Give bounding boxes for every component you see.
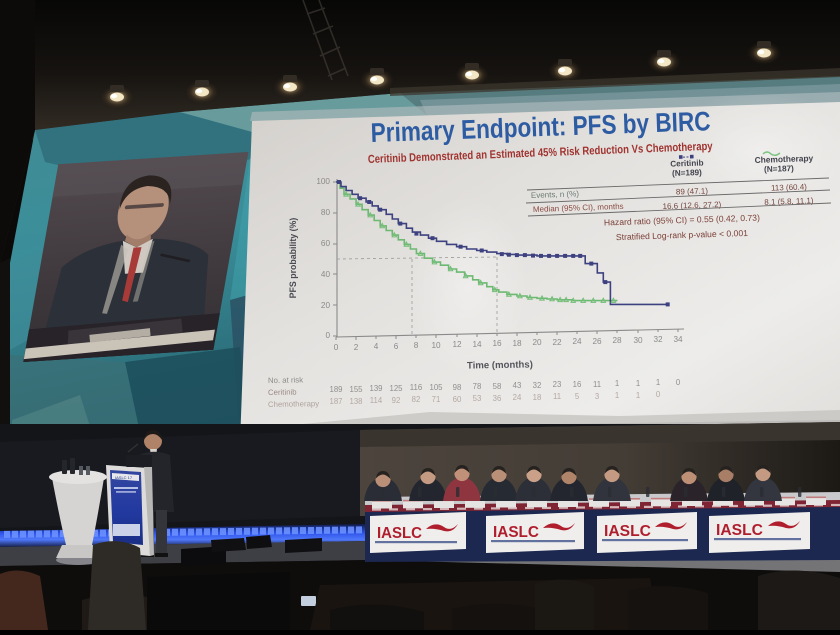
svg-text:100: 100 <box>316 177 330 186</box>
svg-text:IASLC 17: IASLC 17 <box>115 475 133 480</box>
svg-text:58: 58 <box>493 382 502 391</box>
svg-text:0: 0 <box>325 331 330 340</box>
svg-text:8.1 (5.8, 11.1): 8.1 (5.8, 11.1) <box>764 196 814 207</box>
svg-text:3: 3 <box>595 392 599 401</box>
svg-text:1: 1 <box>615 391 619 400</box>
svg-text:0: 0 <box>334 343 339 352</box>
svg-text:12: 12 <box>452 340 462 349</box>
svg-text:36: 36 <box>493 394 502 403</box>
svg-text:Events, n (%): Events, n (%) <box>531 189 580 200</box>
svg-text:28: 28 <box>612 336 622 345</box>
svg-text:16: 16 <box>492 339 502 348</box>
svg-text:IASLC: IASLC <box>716 522 763 539</box>
svg-text:8: 8 <box>414 341 419 350</box>
svg-text:60: 60 <box>321 239 331 248</box>
svg-text:114: 114 <box>370 396 383 405</box>
svg-text:24: 24 <box>572 337 582 346</box>
svg-text:22: 22 <box>552 338 562 347</box>
svg-text:187: 187 <box>329 397 342 406</box>
svg-text:78: 78 <box>473 382 482 391</box>
svg-text:105: 105 <box>429 383 443 392</box>
svg-text:32: 32 <box>653 335 663 344</box>
svg-text:Chemotherapy: Chemotherapy <box>268 399 319 409</box>
svg-text:0: 0 <box>656 390 661 399</box>
svg-text:1: 1 <box>636 379 640 388</box>
svg-text:98: 98 <box>453 383 462 392</box>
svg-text:89 (47.1): 89 (47.1) <box>676 186 709 196</box>
svg-text:155: 155 <box>349 385 363 394</box>
svg-text:116: 116 <box>410 383 422 392</box>
svg-text:18: 18 <box>512 339 522 348</box>
svg-text:26: 26 <box>592 337 602 346</box>
svg-text:11: 11 <box>553 392 561 401</box>
svg-text:1: 1 <box>656 378 660 387</box>
svg-text:6: 6 <box>394 342 399 351</box>
svg-text:IASLC: IASLC <box>604 523 651 540</box>
svg-text:No. at risk: No. at risk <box>268 375 303 385</box>
svg-text:125: 125 <box>389 384 403 393</box>
svg-text:40: 40 <box>321 270 331 279</box>
svg-text:16: 16 <box>573 380 582 389</box>
svg-text:53: 53 <box>473 394 482 403</box>
svg-text:Time (months): Time (months) <box>467 359 533 371</box>
svg-text:IASLC: IASLC <box>377 525 422 542</box>
svg-text:(N=187): (N=187) <box>764 164 794 174</box>
svg-text:113 (60.4): 113 (60.4) <box>771 182 808 192</box>
svg-text:(N=189): (N=189) <box>672 168 702 178</box>
svg-text:92: 92 <box>392 396 401 405</box>
svg-text:14: 14 <box>472 340 482 349</box>
svg-text:80: 80 <box>321 208 331 217</box>
svg-text:Chemotherapy: Chemotherapy <box>754 153 813 165</box>
svg-text:Ceritinib: Ceritinib <box>670 158 704 168</box>
svg-text:11: 11 <box>593 380 601 389</box>
svg-text:18: 18 <box>533 393 542 402</box>
svg-text:43: 43 <box>513 381 522 390</box>
svg-text:20: 20 <box>321 301 331 310</box>
svg-text:10: 10 <box>431 341 441 350</box>
svg-text:71: 71 <box>432 395 441 404</box>
svg-text:PFS probability (%): PFS probability (%) <box>288 218 298 299</box>
svg-text:20: 20 <box>532 338 542 347</box>
svg-text:139: 139 <box>369 384 382 393</box>
svg-text:IASLC: IASLC <box>493 524 539 541</box>
svg-text:23: 23 <box>553 380 562 389</box>
svg-text:30: 30 <box>633 336 643 345</box>
svg-text:24: 24 <box>513 393 522 402</box>
svg-text:1: 1 <box>636 391 640 400</box>
svg-text:0: 0 <box>676 378 681 387</box>
svg-text:138: 138 <box>349 397 362 406</box>
svg-text:34: 34 <box>673 335 683 344</box>
svg-text:82: 82 <box>412 395 421 404</box>
svg-text:32: 32 <box>533 381 542 390</box>
svg-text:2: 2 <box>354 343 359 352</box>
svg-text:5: 5 <box>575 392 580 401</box>
svg-text:60: 60 <box>453 395 462 404</box>
svg-text:1: 1 <box>615 379 619 388</box>
svg-text:4: 4 <box>374 342 379 351</box>
svg-text:Ceritinib: Ceritinib <box>268 387 297 397</box>
svg-text:189: 189 <box>329 385 342 394</box>
